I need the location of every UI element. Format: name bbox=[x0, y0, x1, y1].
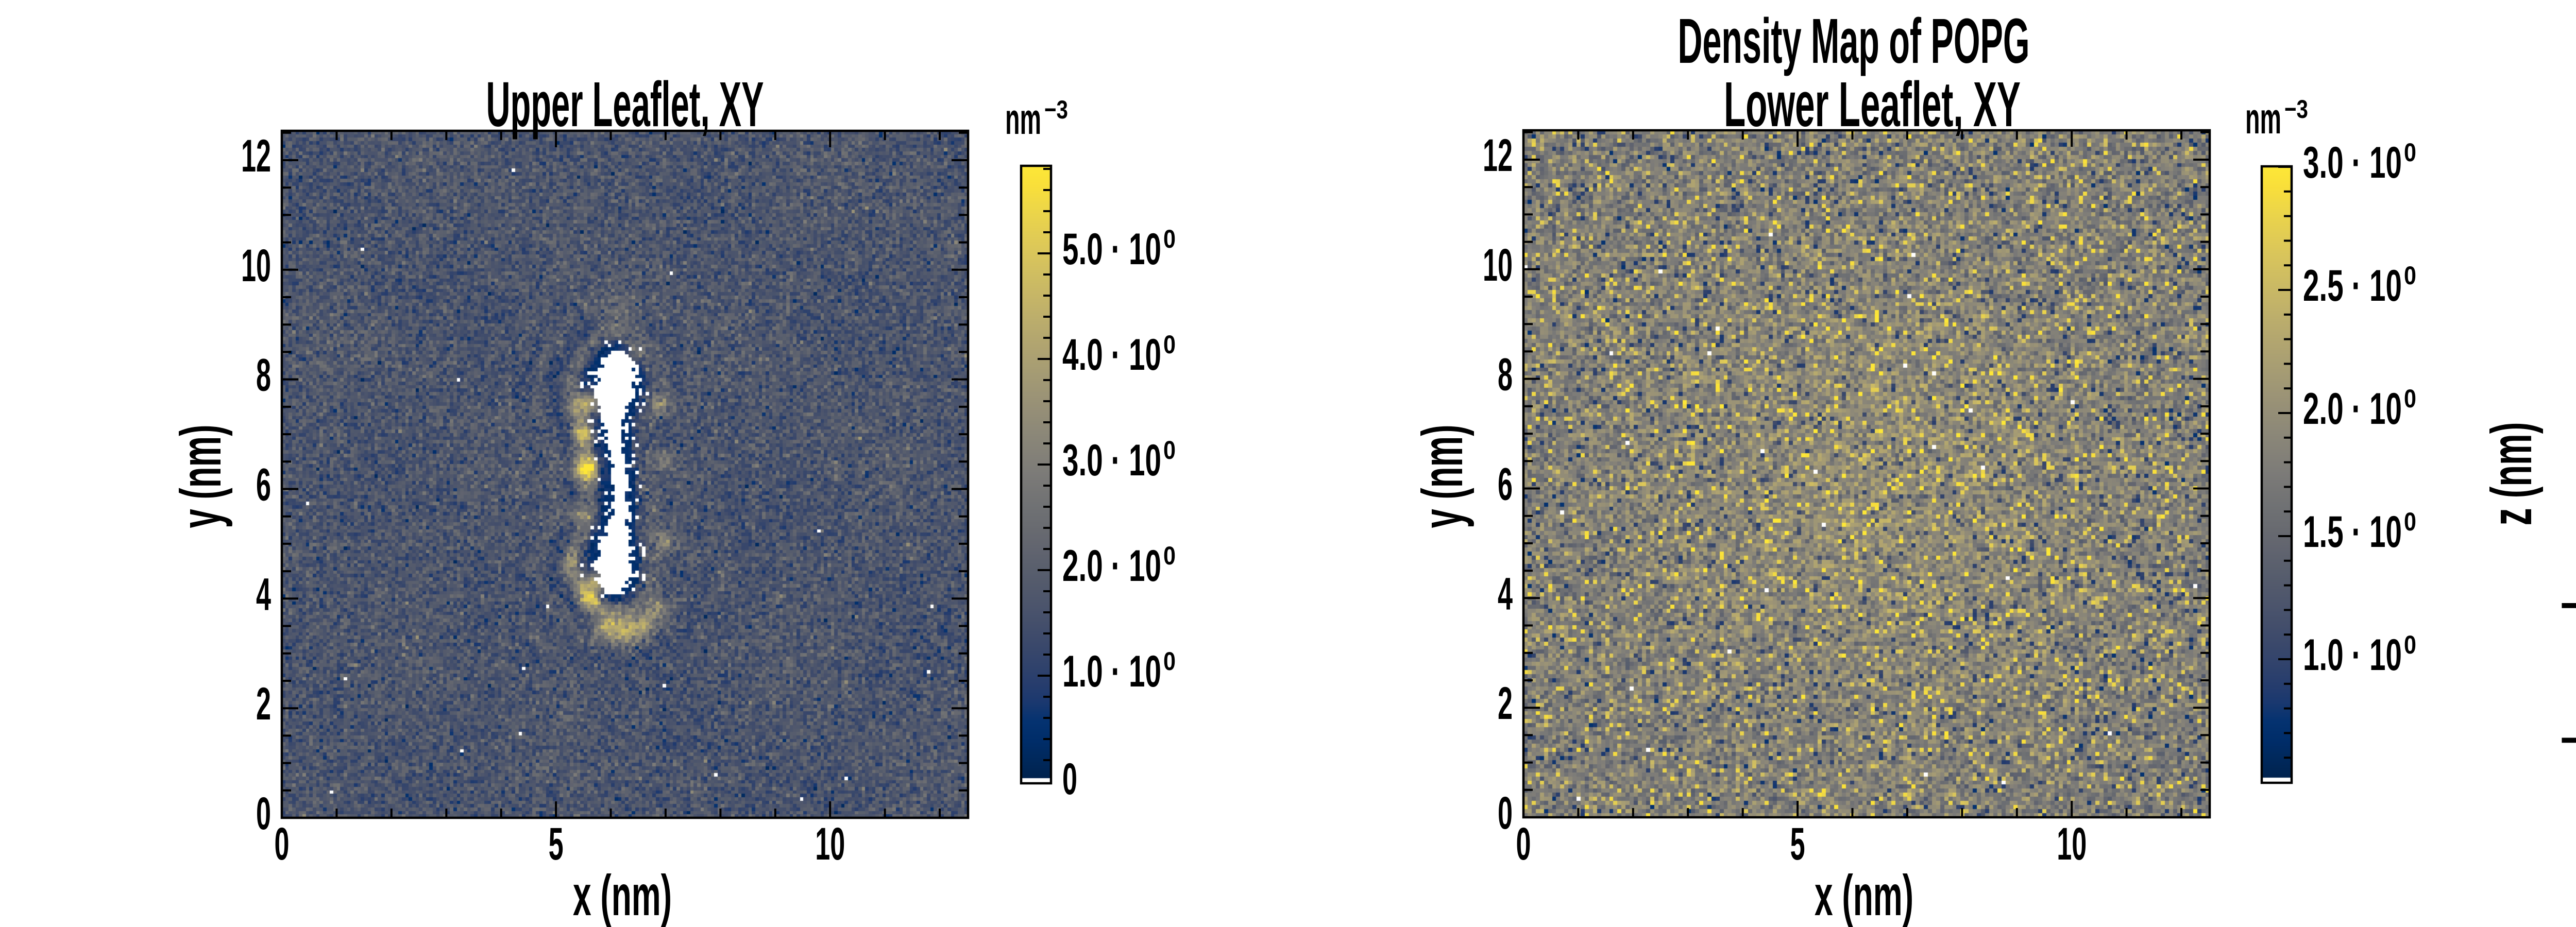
svg-text:x (nm): x (nm) bbox=[1815, 864, 1913, 927]
svg-text:1.0 · 10: 1.0 · 10 bbox=[1062, 647, 1161, 696]
svg-text:0: 0 bbox=[275, 818, 290, 869]
svg-text:−4: −4 bbox=[2561, 714, 2576, 765]
svg-text:2: 2 bbox=[256, 678, 271, 729]
svg-text:0: 0 bbox=[1163, 225, 1176, 253]
svg-text:Upper Leaflet, XY: Upper Leaflet, XY bbox=[486, 70, 764, 140]
svg-text:1.0 · 10: 1.0 · 10 bbox=[2303, 630, 2402, 680]
svg-text:0: 0 bbox=[1163, 647, 1176, 676]
svg-text:0: 0 bbox=[1163, 541, 1176, 570]
svg-text:0: 0 bbox=[2404, 138, 2416, 167]
svg-text:10: 10 bbox=[815, 818, 845, 869]
svg-text:y (nm): y (nm) bbox=[1411, 425, 1475, 528]
svg-text:5: 5 bbox=[1790, 818, 1805, 869]
svg-text:10: 10 bbox=[1483, 239, 1513, 290]
svg-text:6: 6 bbox=[1498, 458, 1513, 510]
svg-text:5.0 · 10: 5.0 · 10 bbox=[1062, 225, 1161, 274]
svg-text:5: 5 bbox=[549, 818, 564, 869]
svg-text:8: 8 bbox=[1498, 349, 1513, 400]
svg-text:6: 6 bbox=[256, 459, 271, 510]
svg-text:4: 4 bbox=[1498, 568, 1513, 619]
svg-text:0: 0 bbox=[1163, 436, 1176, 465]
svg-text:12: 12 bbox=[1483, 129, 1513, 181]
svg-text:0: 0 bbox=[1163, 330, 1176, 359]
svg-text:10: 10 bbox=[241, 239, 271, 291]
svg-text:−3: −3 bbox=[1044, 95, 1068, 124]
svg-text:4.0 · 10: 4.0 · 10 bbox=[1062, 330, 1161, 380]
svg-text:8: 8 bbox=[256, 349, 271, 401]
svg-text:0: 0 bbox=[2404, 507, 2416, 536]
svg-text:3.0 · 10: 3.0 · 10 bbox=[1062, 436, 1161, 485]
svg-text:3.0 · 10: 3.0 · 10 bbox=[2303, 138, 2402, 187]
svg-text:0: 0 bbox=[256, 787, 271, 839]
svg-text:2: 2 bbox=[1498, 677, 1513, 729]
svg-text:0: 0 bbox=[1062, 754, 1077, 804]
svg-text:4: 4 bbox=[256, 568, 271, 620]
svg-text:10: 10 bbox=[2057, 818, 2087, 869]
svg-text:0: 0 bbox=[2404, 630, 2416, 659]
svg-text:0: 0 bbox=[2404, 261, 2416, 290]
svg-text:Density Map of POPG: Density Map of POPG bbox=[1678, 6, 2030, 77]
svg-text:2.5 · 10: 2.5 · 10 bbox=[2303, 261, 2402, 311]
svg-text:y (nm): y (nm) bbox=[169, 425, 233, 528]
svg-text:1.5 · 10: 1.5 · 10 bbox=[2303, 507, 2402, 557]
svg-text:Lower Leaflet, XY: Lower Leaflet, XY bbox=[1724, 70, 2021, 140]
svg-text:12: 12 bbox=[241, 130, 271, 181]
svg-text:z (nm): z (nm) bbox=[2480, 422, 2544, 526]
svg-text:nm: nm bbox=[2245, 94, 2281, 143]
svg-text:0: 0 bbox=[1498, 787, 1513, 838]
svg-text:nm: nm bbox=[1005, 95, 1041, 143]
svg-text:x (nm): x (nm) bbox=[573, 864, 672, 927]
svg-text:−3: −3 bbox=[2284, 95, 2308, 124]
svg-text:2.0 · 10: 2.0 · 10 bbox=[2303, 384, 2402, 434]
svg-text:0: 0 bbox=[2404, 384, 2416, 413]
svg-text:−2: −2 bbox=[2561, 579, 2576, 631]
svg-text:2.0 · 10: 2.0 · 10 bbox=[1062, 541, 1161, 591]
svg-text:0: 0 bbox=[1516, 818, 1531, 869]
